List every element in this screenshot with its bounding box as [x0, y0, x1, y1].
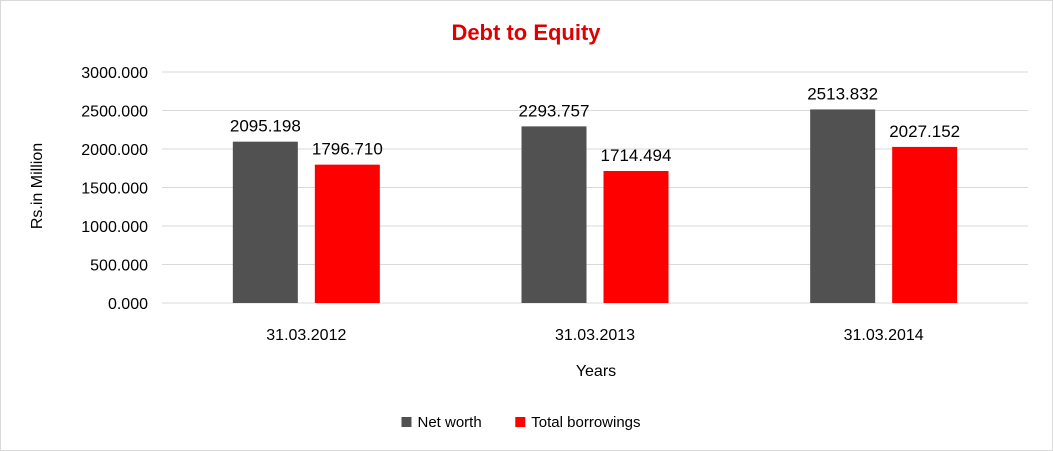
data-label: 1796.710 — [312, 140, 383, 159]
data-label: 2513.832 — [807, 84, 878, 103]
y-tick-label: 1500.000 — [81, 181, 148, 198]
y-tick-label: 500.000 — [90, 258, 148, 275]
gridlines — [162, 71, 1028, 304]
chart-title: Debt to Equity — [451, 20, 601, 45]
data-label: 2027.152 — [889, 122, 960, 141]
bar — [521, 126, 587, 304]
x-tick-label: 31.03.2012 — [266, 327, 346, 344]
bar — [314, 164, 380, 303]
y-tick-label: 2000.000 — [81, 142, 148, 159]
legend: Net worth Total borrowings — [401, 414, 641, 431]
x-tick-label: 31.03.2014 — [844, 327, 924, 344]
legend-label: Total borrowings — [531, 414, 640, 431]
legend-swatch — [401, 417, 412, 427]
bar — [603, 170, 669, 303]
legend-label: Net worth — [418, 414, 482, 431]
y-axis-ticks: 0.000 500.000 1000.000 1500.000 2000.000 2500… — [81, 65, 148, 313]
y-axis-label: Rs.in Million — [29, 143, 46, 229]
x-tick-label: 31.03.2013 — [555, 327, 635, 344]
y-tick-label: 0.000 — [108, 296, 148, 313]
y-tick-label: 3000.000 — [81, 65, 148, 82]
bars: 2095.198 1796.710 2293.757 1714.494 2513.832… — [230, 84, 960, 304]
bar — [892, 146, 958, 303]
data-label: 1714.494 — [601, 146, 672, 165]
y-tick-label: 2500.000 — [81, 104, 148, 121]
y-tick-label: 1000.000 — [81, 219, 148, 236]
bar — [810, 109, 876, 303]
bar — [232, 141, 298, 303]
x-axis-label: Years — [576, 363, 616, 380]
data-label: 2293.757 — [519, 101, 590, 120]
data-label: 2095.198 — [230, 117, 301, 136]
x-axis-ticks: 31.03.2012 31.03.2013 31.03.2014 — [266, 327, 924, 344]
legend-swatch — [515, 417, 526, 427]
